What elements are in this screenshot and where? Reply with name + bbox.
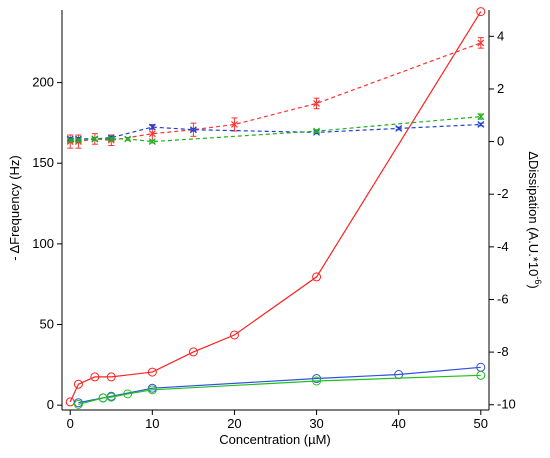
y-left-tick-label: 50 — [40, 317, 54, 332]
data-point — [189, 126, 197, 134]
series-line — [78, 366, 481, 404]
data-point — [74, 136, 82, 144]
y-right-tick-label: -8 — [497, 344, 509, 359]
series-line — [78, 374, 481, 405]
y-right-tick-label: 4 — [497, 28, 504, 43]
y-right-tick-label: 0 — [497, 134, 504, 149]
data-point — [107, 135, 115, 143]
data-point — [476, 7, 486, 17]
data-point — [66, 136, 74, 144]
series-1 — [73, 362, 486, 408]
y-left-tick-label: 150 — [32, 155, 54, 170]
data-point — [395, 124, 403, 132]
x-axis-label: Concentration (µM) — [219, 432, 331, 447]
data-point — [312, 374, 322, 384]
series-line — [70, 42, 482, 143]
data-point — [91, 135, 99, 143]
y-axis-right-label-close: ) — [526, 284, 541, 288]
x-tick-label: 30 — [309, 416, 323, 431]
y-axis-right-label: ΔDissipation (A.U.*10-6) — [526, 151, 543, 288]
series-line — [70, 116, 481, 143]
x-tick-label: 50 — [474, 416, 488, 431]
x-tick-label: 10 — [145, 416, 159, 431]
data-point — [188, 347, 198, 357]
data-point — [124, 135, 132, 143]
data-point — [231, 121, 238, 128]
data-point — [147, 385, 157, 395]
y-left-tick-label: 0 — [47, 397, 54, 412]
y-right-tick-label: -10 — [497, 397, 516, 412]
data-point — [477, 113, 485, 121]
data-point — [73, 379, 83, 389]
series-layer — [65, 7, 486, 409]
ticks: 0 10 20 30 40 50 0 50 100 150 200 -10 -8 -6 -4 -2 0 2 4 — [32, 28, 516, 431]
series-0 — [65, 7, 486, 407]
data-point — [123, 389, 133, 399]
data-point — [90, 372, 100, 382]
data-point — [106, 372, 116, 382]
data-point — [312, 272, 322, 282]
y-axis-right-label-main: ΔDissipation (A.U.*10 — [526, 151, 541, 276]
y-left-tick-label: 100 — [32, 236, 54, 251]
y-right-tick-label: -6 — [497, 291, 509, 306]
data-point — [476, 370, 486, 380]
data-point — [313, 99, 320, 107]
y-left-tick-label: 200 — [32, 75, 54, 90]
data-point — [477, 39, 485, 47]
data-point — [312, 376, 322, 386]
series-2 — [73, 370, 486, 409]
x-tick-label: 20 — [227, 416, 241, 431]
data-point — [106, 392, 116, 402]
y-axis-left-label: - ΔFrequency (Hz) — [7, 155, 22, 261]
data-point — [477, 121, 485, 128]
series-line — [69, 11, 482, 403]
data-point — [73, 399, 83, 409]
x-tick-label: 0 — [67, 416, 74, 431]
plot-frame — [61, 10, 490, 411]
data-point — [65, 397, 75, 407]
data-point — [229, 330, 239, 340]
y-right-tick-label: -2 — [497, 186, 509, 201]
series-5 — [66, 113, 485, 146]
y-right-tick-label: 2 — [497, 81, 504, 96]
data-point — [148, 123, 156, 131]
series-line — [70, 123, 481, 140]
y-axis-right-label-sup: -6 — [533, 276, 543, 284]
x-tick-label: 40 — [391, 416, 405, 431]
data-point — [148, 138, 156, 146]
data-point — [148, 130, 156, 138]
data-point — [147, 367, 157, 377]
y-right-tick-label: -4 — [497, 239, 509, 254]
data-point — [313, 127, 320, 135]
